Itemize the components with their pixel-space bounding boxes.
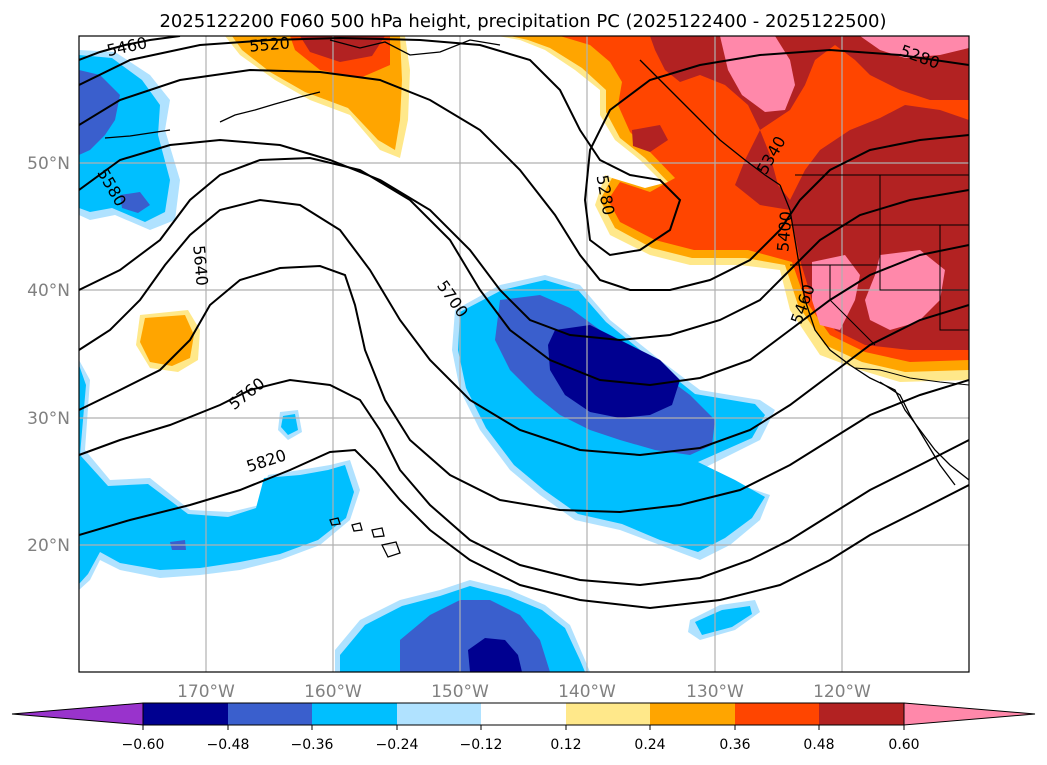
colorbar-tick-label: −0.24 — [376, 737, 419, 753]
colorbar-tick-label: 0.36 — [719, 737, 750, 753]
precip-island-0p24 — [140, 315, 194, 366]
coast-alaska — [329, 39, 501, 56]
hawaiian-islands — [329, 517, 401, 558]
colorbar-tick-label: 0.60 — [888, 737, 919, 753]
island-kauai — [329, 517, 341, 526]
contour-label: 5520 — [248, 33, 290, 55]
colorbar-extend-high — [903, 702, 1036, 726]
island-hawaii — [381, 541, 401, 558]
coast-west — [779, 184, 969, 481]
lon-tick-label: 160°W — [304, 682, 362, 702]
lon-tick-label: 130°W — [686, 682, 744, 702]
precip-neg-south-0p48 — [468, 638, 522, 672]
colorbar: −0.60 −0.48 −0.36 −0.24 −0.12 0.12 0.24 … — [11, 702, 1036, 753]
colorbar-bin — [397, 703, 481, 725]
colorbar-bin — [650, 703, 735, 725]
coast-aleutians — [219, 91, 321, 123]
colorbar-bin — [312, 703, 397, 725]
lat-tick-label: 40°N — [27, 281, 70, 301]
colorbar-frame — [142, 702, 905, 726]
precip-neg-spot-2b — [695, 606, 752, 635]
contour-label: 5400 — [773, 210, 795, 252]
contour-5880 — [79, 378, 969, 587]
coastlines — [104, 39, 969, 486]
colorbar-bin — [819, 703, 904, 725]
colorbar-tick-label: 0.48 — [803, 737, 834, 753]
lat-tick-label: 20°N — [27, 536, 70, 556]
border-state-4 — [939, 225, 969, 331]
border-state-2 — [790, 264, 969, 291]
height-contours — [79, 36, 969, 610]
colorbar-tick-label: 0.12 — [550, 737, 581, 753]
contour-5700 — [79, 156, 969, 387]
contour-5580 — [79, 68, 969, 291]
colorbar-bin — [481, 703, 566, 725]
precip-neg-nw-dot — [120, 192, 150, 213]
colorbar-tick-label: 0.24 — [634, 737, 665, 753]
island-maui — [371, 527, 385, 538]
contour-label: 5640 — [189, 244, 211, 286]
lon-tick-label: 150°W — [431, 682, 489, 702]
map-title: 2025122200 F060 500 hPa height, precipit… — [159, 11, 886, 32]
longitude-tick-labels: 170°W 160°W 150°W 140°W 130°W 120°W — [177, 682, 871, 702]
map-frame — [78, 35, 970, 673]
lon-tick-label: 120°W — [813, 682, 871, 702]
lon-tick-label: 170°W — [177, 682, 235, 702]
precip-neg-central-0p48 — [548, 325, 680, 418]
colorbar-extend-low — [11, 702, 144, 726]
precip-band-0p60-north — [860, 36, 969, 58]
colorbar-bin — [143, 703, 228, 725]
coast-baja — [879, 381, 956, 486]
contour-5820 — [79, 264, 969, 514]
lat-tick-label: 30°N — [27, 409, 70, 429]
colorbar-tick-label: −0.60 — [122, 737, 165, 753]
colorbar-bin — [735, 703, 819, 725]
border-us-mexico — [854, 367, 969, 386]
precip-neg-spot-1b — [281, 414, 298, 435]
coast-aleutians-west — [104, 129, 171, 139]
coast-panhandle — [639, 59, 781, 186]
lon-tick-label: 140°W — [558, 682, 616, 702]
colorbar-bin — [566, 703, 650, 725]
colorbar-tick-label: −0.12 — [460, 737, 503, 753]
colorbar-ticks — [142, 725, 905, 730]
colorbar-tick-label: −0.48 — [207, 737, 250, 753]
precip-band-0p48 — [300, 36, 385, 62]
precip-pocket-0p48 — [632, 125, 668, 152]
precip-band-0p60 — [720, 36, 795, 112]
contour-5940 — [79, 448, 969, 610]
lat-tick-label: 50°N — [27, 154, 70, 174]
island-oahu — [351, 522, 363, 532]
colorbar-tick-label: −0.36 — [291, 737, 334, 753]
precip-positive-field — [136, 36, 969, 382]
precip-neg-sw-0p24 — [79, 365, 354, 584]
contour-5520 — [79, 36, 969, 257]
contour-5460-west — [79, 36, 181, 61]
land-borders — [790, 174, 969, 386]
map-panel: 5460 5520 5580 5640 5700 5760 5820 5280 … — [79, 33, 969, 672]
latitude-tick-labels: 50°N 40°N 30°N 20°N — [27, 154, 70, 556]
colorbar-bin — [228, 703, 312, 725]
contour-5640 — [79, 138, 969, 342]
contour-5760 — [79, 198, 969, 457]
precip-band-0p60-south — [812, 255, 860, 330]
